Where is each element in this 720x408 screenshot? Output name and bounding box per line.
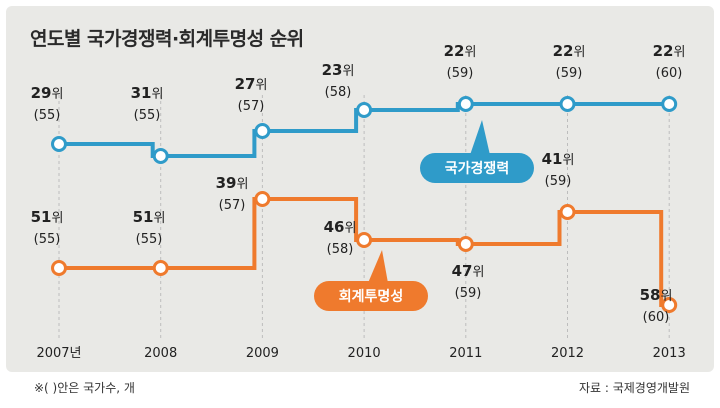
rank-label: 31위 xyxy=(131,84,164,102)
x-tick-label: 2007년 xyxy=(36,346,81,361)
data-point xyxy=(457,96,474,112)
country-count-label: (59) xyxy=(545,174,572,189)
transparency-badge-pointer xyxy=(368,250,388,283)
data-point xyxy=(152,260,169,276)
transparency-badge xyxy=(314,281,428,311)
country-count-label: (55) xyxy=(136,232,163,247)
rank-label: 46위 xyxy=(324,218,357,236)
data-point xyxy=(51,260,67,276)
country-count-label: (59) xyxy=(455,286,482,301)
competitiveness-badge-label: 국가경쟁력 xyxy=(445,160,509,177)
rank-label: 22위 xyxy=(444,42,477,60)
rank-label: 39위 xyxy=(216,174,249,192)
rank-label: 22위 xyxy=(653,42,686,60)
data-point xyxy=(254,191,271,207)
x-tick-label: 2009 xyxy=(246,346,279,361)
rank-label: 47위 xyxy=(452,262,485,280)
country-count-label: (57) xyxy=(238,99,265,114)
data-point xyxy=(356,102,373,118)
transparency-badge-label: 회계투명성 xyxy=(339,288,403,305)
data-point xyxy=(152,148,169,164)
country-count-label: (55) xyxy=(34,232,61,247)
country-count-label: (58) xyxy=(325,85,352,100)
country-count-label: (59) xyxy=(556,66,583,81)
data-point xyxy=(356,232,373,248)
country-count-label: (58) xyxy=(327,242,354,257)
source-note: 자료 : 국제경영개발원 xyxy=(578,381,690,395)
country-count-label: (57) xyxy=(219,198,246,213)
competitiveness-badge xyxy=(420,153,534,183)
rank-label: 41위 xyxy=(542,150,575,168)
competitiveness-badge-pointer xyxy=(470,120,490,155)
rank-label: 23위 xyxy=(322,61,355,79)
data-point xyxy=(661,96,678,112)
x-tick-label: 2011 xyxy=(449,346,482,361)
data-point xyxy=(559,96,576,112)
x-tick-label: 2010 xyxy=(348,346,381,361)
footnote: ※( )안은 국가수, 개 xyxy=(34,381,135,395)
x-tick-label: 2008 xyxy=(144,346,177,361)
series-line-transparency xyxy=(59,197,670,307)
rank-label: 51위 xyxy=(31,208,64,226)
data-point xyxy=(457,236,474,252)
x-tick-label: 2013 xyxy=(653,346,686,361)
country-count-label: (55) xyxy=(34,108,61,123)
data-point xyxy=(661,297,678,313)
data-point xyxy=(51,136,67,152)
rank-label: 29위 xyxy=(31,84,64,102)
country-count-label: (55) xyxy=(134,108,161,123)
rank-label: 51위 xyxy=(133,208,166,226)
x-tick-label: 2012 xyxy=(551,346,584,361)
rank-label: 27위 xyxy=(235,75,268,93)
data-point xyxy=(254,123,271,139)
country-count-label: (59) xyxy=(447,66,474,81)
rank-label: 58위 xyxy=(640,286,673,304)
chart-title: 연도별 국가경쟁력·회계투명성 순위 xyxy=(30,28,304,50)
rank-label: 22위 xyxy=(553,42,586,60)
rank-chart: 29위 (55) 31위 (55) 27위 (57) 23위 (58) 22위 (59) 22위 (5… xyxy=(31,42,686,361)
data-point xyxy=(559,204,576,220)
country-count-label: (60) xyxy=(643,310,670,325)
country-count-label: (60) xyxy=(656,66,683,81)
